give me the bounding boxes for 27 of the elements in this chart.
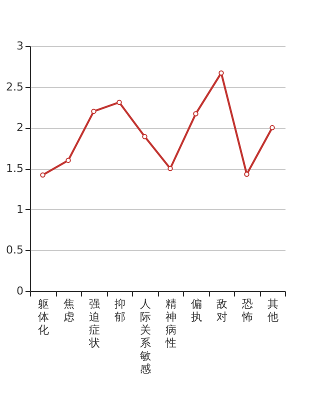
point [40, 172, 46, 178]
y-tick-label: 0.5 [6, 244, 24, 257]
point [270, 125, 275, 130]
x-tick-label: 偏执 [190, 298, 202, 324]
point [218, 70, 224, 76]
x-tick-label: 强迫症状 [88, 298, 100, 350]
point [116, 100, 122, 105]
point [142, 134, 148, 140]
point [66, 158, 71, 163]
y-tick-label: 1.5 [6, 162, 24, 175]
x-tick-label: 焦虑 [63, 298, 74, 324]
x-tick-label: 抑郁 [114, 298, 126, 324]
point [91, 108, 96, 114]
y-tick-label: 3 [16, 40, 24, 52]
y-tick-label: 0 [16, 284, 24, 298]
x-tick-label: 人际关系敏感 [140, 298, 151, 376]
x-tick-label: 敌对 [216, 298, 228, 324]
point [193, 111, 198, 116]
x-tick-label: 恐怖 [240, 298, 253, 324]
point [168, 166, 173, 172]
x-tick-label: 精神病性 [164, 298, 176, 350]
point [244, 172, 250, 177]
x-tick-label: 躯体化 [38, 298, 49, 336]
x-tick-label: 其他 [267, 298, 278, 324]
y-tick-label: 2.5 [6, 80, 24, 94]
y-tick-label: 1 [16, 202, 24, 216]
y-tick-label: 2 [16, 121, 24, 134]
